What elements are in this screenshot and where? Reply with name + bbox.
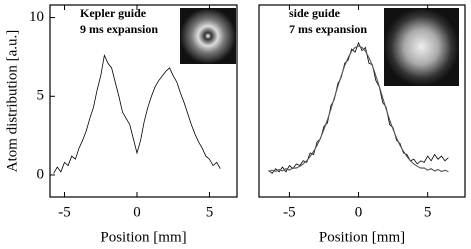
y-axis-label: Atom distribution [a.u.] [4, 30, 20, 173]
plot-frame [49, 4, 238, 198]
data-line [268, 41, 449, 174]
inset-image [384, 8, 459, 86]
y-tick-label: 10 [29, 9, 44, 25]
x-tick-label: 0 [355, 204, 363, 220]
annotation: Kepler guide [80, 6, 147, 20]
y-tick-label: 5 [37, 88, 45, 104]
x-tick-label: -5 [283, 204, 296, 220]
inset-image [180, 8, 236, 64]
x-tick-label: -5 [58, 204, 71, 220]
x-tick-label: 5 [206, 204, 214, 220]
plot-frame [258, 4, 466, 198]
x-axis-label: Position [mm] [319, 229, 405, 245]
y-tick-label: 0 [37, 166, 45, 182]
x-tick-label: 5 [424, 204, 432, 220]
annotation: side guide [289, 6, 341, 20]
annotation: 7 ms expansion [289, 22, 367, 36]
x-tick-label: 0 [133, 204, 141, 220]
x-axis-label: Position [mm] [100, 229, 186, 245]
data-line [53, 54, 221, 174]
annotation: 9 ms expansion [80, 22, 158, 36]
data-line [268, 45, 449, 173]
